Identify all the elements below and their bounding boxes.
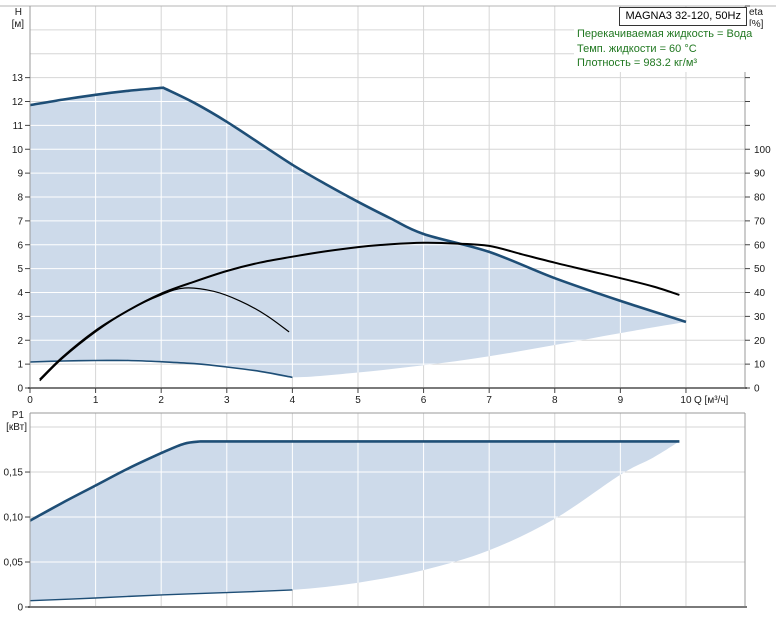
h-axis-unit: [м] (12, 19, 25, 30)
eta-axis-name: eta (749, 7, 763, 18)
eta-axis-unit: [%] (749, 19, 764, 30)
h-axis-name: H (15, 7, 22, 18)
power-min-speed-curve (29, 589, 293, 602)
head-min-speed-curve (29, 359, 293, 379)
eta-tick-label: 90 (754, 169, 766, 180)
eta-tick-label: 20 (754, 336, 766, 347)
eta-tick-label: 10 (754, 360, 766, 371)
p1-axis-unit: [кВт] (6, 422, 27, 433)
q-tick-label: 0 (27, 395, 33, 406)
eta-tick-label: 0 (754, 384, 760, 395)
eta-tick-label: 80 (754, 193, 766, 204)
q-tick-label: 5 (355, 395, 361, 406)
h-tick-label: 11 (13, 121, 24, 132)
eta-tick-label: 100 (754, 145, 771, 156)
q-axis-label: Q [м³/ч] (694, 395, 729, 406)
head-max-speed-curve (29, 86, 687, 324)
fluid-info-box: Перекачиваемая жидкость = Вода Темп. жид… (574, 26, 756, 72)
tick-marks (25, 5, 750, 608)
eta-tick-label: 40 (754, 288, 766, 299)
p1-axis-name: P1 (12, 410, 25, 421)
h-tick-label: 5 (17, 264, 23, 275)
h-tick-label: 12 (12, 97, 24, 108)
p1-tick-label: 0,10 (4, 513, 24, 524)
q-tick-label: 4 (290, 395, 296, 406)
p1-tick-label: 0,15 (4, 468, 24, 479)
pump-title: MAGNA3 32-120, 50Hz (625, 10, 741, 22)
h-tick-label: 7 (17, 216, 23, 227)
q-tick-label: 1 (93, 395, 99, 406)
h-tick-label: 9 (17, 169, 23, 180)
q-tick-label: 7 (486, 395, 492, 406)
pump-title-box: MAGNA3 32-120, 50Hz (619, 7, 747, 26)
q-tick-label: 8 (552, 395, 558, 406)
axis-labels: H[м] eta[%] Q [м³/ч] P1[кВт] (6, 7, 764, 433)
efficiency-min-speed-curve (39, 287, 290, 382)
h-tick-label: 3 (17, 312, 23, 323)
h-tick-label: 8 (17, 193, 23, 204)
p1-tick-label: 0 (17, 603, 23, 614)
power-max-speed-curve (29, 440, 680, 522)
h-tick-label: 2 (17, 336, 23, 347)
eta-tick-label: 50 (754, 264, 766, 275)
eta-tick-label: 70 (754, 216, 766, 227)
operating-area-fill (30, 441, 680, 601)
info-line-density: Плотность = 983.2 кг/м³ (577, 57, 698, 69)
eta-tick-label: 60 (754, 240, 766, 251)
q-tick-label: 3 (224, 395, 230, 406)
h-tick-label: 6 (17, 240, 23, 251)
h-tick-label: 1 (17, 360, 23, 371)
h-tick-label: 4 (17, 288, 23, 299)
h-tick-label: 0 (17, 384, 23, 395)
eta-tick-label: 30 (754, 312, 766, 323)
q-tick-label: 9 (618, 395, 624, 406)
q-tick-label: 10 (680, 395, 692, 406)
q-tick-label: 6 (421, 395, 427, 406)
info-line-temp: Темп. жидкости = 60 °C (577, 42, 697, 55)
q-tick-label: 2 (158, 395, 164, 406)
h-tick-label: 10 (12, 145, 24, 156)
info-line-fluid: Перекачиваемая жидкость = Вода (577, 28, 753, 40)
h-tick-label: 13 (12, 73, 24, 84)
p1-tick-label: 0,05 (4, 558, 24, 569)
tick-labels: 0123456789101112130102030405060708090100… (4, 73, 772, 613)
